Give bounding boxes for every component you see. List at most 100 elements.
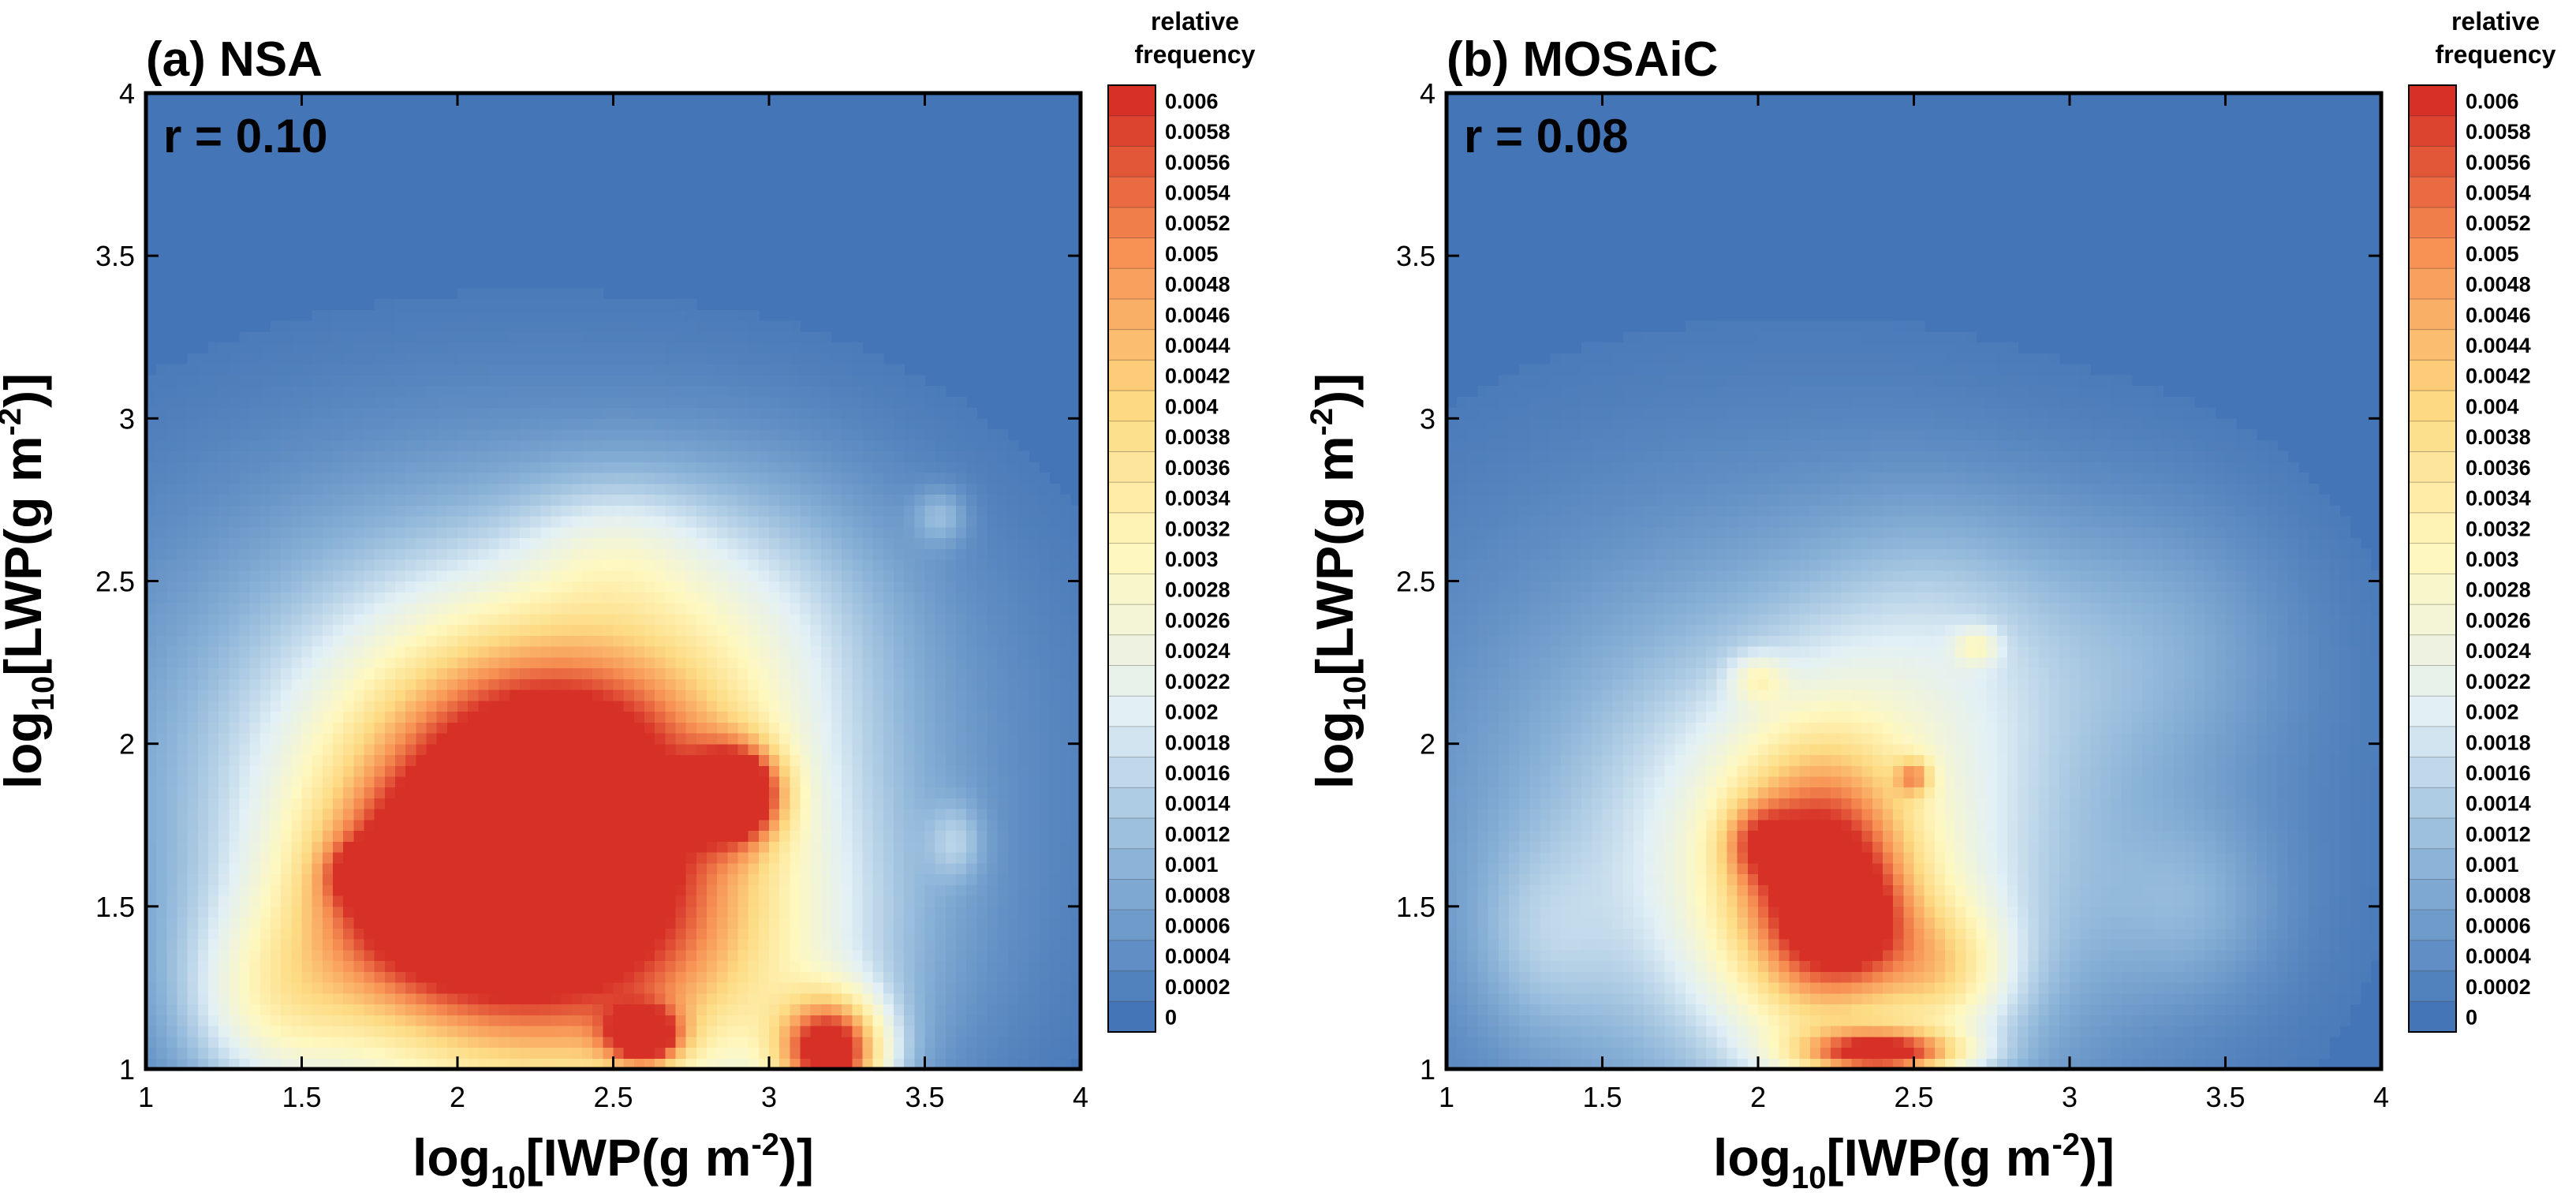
x-tick-label: 3.5 [905,1081,944,1113]
colorbar-swatch [1108,207,1155,239]
colorbar-swatch [1108,268,1155,300]
colorbar-label: 0.0048 [2466,273,2531,297]
colorbar-label: 0.0034 [2466,487,2531,510]
colorbar-label: 0.001 [1165,853,1219,877]
colorbar-swatch [2409,757,2456,788]
colorbar-swatch [2409,421,2456,453]
colorbar-label: 0.0034 [1165,487,1230,510]
y-tick-label: 4 [1420,77,1435,110]
y-tick-label: 4 [119,77,135,110]
colorbar-label: 0.0038 [2466,425,2531,449]
colorbar-label: 0.003 [2466,548,2519,571]
colorbar-swatch [2409,482,2456,514]
correlation-annotation: r = 0.10 [163,110,328,163]
colorbar-label: 0.005 [2466,242,2519,266]
x-axis-label: log10[IWP(g m-2)] [1713,1127,2115,1195]
colorbar-swatch [2409,391,2456,422]
colorbar-label: 0.0024 [1165,639,1230,663]
colorbar-label: 0.0002 [1165,975,1230,999]
colorbar-label: 0.0058 [1165,120,1230,144]
colorbar-label: 0.0022 [1165,670,1230,693]
colorbar-swatch [1108,1001,1155,1033]
x-tick-label: 3 [761,1081,777,1113]
colorbar-swatch [2409,818,2456,850]
colorbar-label: 0 [2466,1006,2477,1030]
colorbar-swatch [2409,298,2456,331]
y-tick-label: 2.5 [95,566,135,598]
colorbar-swatch [2409,879,2456,910]
colorbar-label: 0.0014 [2466,792,2531,816]
x-tick-label: 2.5 [1894,1081,1933,1113]
colorbar-swatch [1108,665,1155,697]
colorbar-frame [2408,84,2457,1033]
colorbar-label: 0.0052 [2466,211,2531,235]
colorbar-title-line2: frequency [1135,40,1256,69]
colorbar-label: 0.0002 [2466,975,2531,999]
colorbar-swatch [1108,604,1155,636]
colorbar-label: 0.0054 [1165,181,1230,204]
colorbar-label: 0.0008 [2466,884,2531,907]
colorbar-swatch [2409,451,2456,483]
colorbar-title-line1: relative [1151,7,1239,36]
heatmap-field [1447,320,2382,1070]
colorbar-label: 0.0028 [1165,578,1230,602]
colorbar-label: 0.0032 [1165,517,1230,540]
colorbar-swatch [2409,910,2456,941]
colorbar-swatch [2409,696,2456,727]
colorbar: 0 0.0002 0.0004 0.0006 0.0008 0.001 0.0012 0.00… [2408,7,2556,1033]
colorbar-label: 0.0056 [2466,151,2531,174]
colorbar-label: 0.0008 [1165,884,1230,907]
colorbar-label: 0.0026 [1165,608,1230,632]
colorbar-swatch [1108,818,1155,850]
x-tick-label: 3 [2062,1081,2078,1113]
x-tick-label: 4 [1073,1081,1088,1113]
colorbar-swatch [2409,940,2456,972]
colorbar-swatch [1108,298,1155,331]
colorbar-label: 0.0012 [1165,822,1230,846]
colorbar-label: 0.0024 [2466,639,2531,663]
colorbar-swatch [2409,85,2456,117]
colorbar-swatch [2409,787,2456,819]
y-axis-label: log10[LWP(g m-2)] [0,373,61,789]
colorbar-label: 0.0016 [2466,761,2531,785]
colorbar-label: 0.0032 [2466,517,2531,540]
colorbar-label: 0.002 [2466,701,2519,724]
colorbar-swatch [2409,268,2456,300]
colorbar-swatch [2409,115,2456,147]
colorbar-swatch [2409,726,2456,758]
colorbar-label: 0.0022 [2466,670,2531,693]
colorbar-swatch [1108,634,1155,666]
y-tick-label: 2 [119,728,135,761]
colorbar-title-line1: relative [2451,7,2540,36]
x-tick-label: 1.5 [1582,1081,1622,1113]
colorbar-label: 0.006 [2466,89,2519,113]
colorbar-swatch [1108,360,1155,391]
colorbar-swatch [2409,665,2456,697]
panel-title: (b) MOSAiC [1447,32,1718,87]
colorbar-swatch [1108,696,1155,727]
y-tick-label: 2.5 [1396,566,1435,598]
colorbar-label: 0.0046 [2466,303,2531,327]
colorbar-label: 0.004 [1165,394,1219,418]
x-tick-label: 2 [450,1081,465,1113]
colorbar: 0 0.0002 0.0004 0.0006 0.0008 0.001 0.0012 0.00… [1107,7,1256,1033]
y-tick-label: 1 [119,1053,135,1086]
colorbar-label: 0.0006 [2466,914,2531,938]
colorbar-swatch [2409,360,2456,391]
heatmap-field [146,288,1081,1070]
colorbar-label: 0.003 [1165,548,1219,571]
colorbar-swatch [2409,177,2456,208]
colorbar-swatch [1108,848,1155,880]
x-tick-label: 2 [1750,1081,1766,1113]
colorbar-label: 0.0018 [1165,731,1230,754]
panel-nsa: 1 1.5 2 2.5 3 3.5 4 1 1.5 2 2.5 3 3.5 4 (a) NSA r = 0.1… [0,7,1256,1195]
x-tick-label: 1 [138,1081,154,1113]
colorbar-label: 0.0044 [1165,334,1230,357]
colorbar-label: 0.002 [1165,701,1219,724]
colorbar-label: 0.0052 [1165,211,1230,235]
colorbar-swatch [1108,85,1155,117]
y-axis-label: log10[LWP(g m-2)] [1305,373,1372,789]
colorbar-label: 0.0016 [1165,761,1230,785]
y-tick-label: 1.5 [1396,891,1435,923]
